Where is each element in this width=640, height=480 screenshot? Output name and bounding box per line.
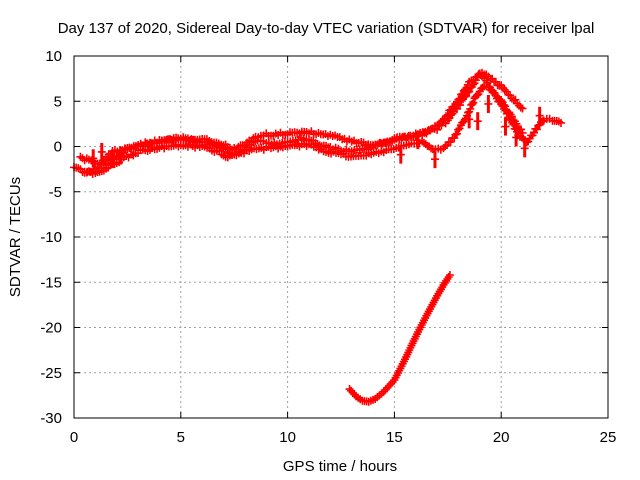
data-point	[441, 142, 450, 151]
data-point	[463, 88, 472, 97]
data-point	[465, 115, 474, 124]
data-point	[507, 94, 516, 103]
data-point	[89, 154, 98, 163]
series-outlier-arc	[345, 271, 454, 406]
grid-lines	[74, 56, 608, 418]
data-point	[108, 155, 117, 164]
axis-ticks: 0 5 10 15 20 25 -30 -25 -20 -15 -10 -5 0 5 10	[40, 48, 616, 446]
data-point	[433, 125, 442, 134]
y-tick-label: -20	[40, 320, 62, 337]
data-point	[456, 101, 465, 110]
data-point	[430, 155, 439, 164]
x-tick-label: 5	[177, 429, 185, 446]
data-point	[500, 85, 509, 94]
data-point	[532, 125, 541, 134]
data-point	[484, 99, 493, 108]
data-point	[473, 117, 482, 126]
data-point	[460, 92, 469, 101]
data-point	[454, 125, 463, 134]
data-point	[511, 95, 520, 104]
data-point	[507, 112, 516, 121]
y-tick-label: 5	[54, 93, 62, 110]
data-point	[468, 100, 477, 109]
y-tick-label: -25	[40, 365, 62, 382]
data-point	[469, 98, 478, 107]
series-upper-branch	[76, 68, 527, 168]
y-tick-label: -5	[49, 184, 62, 201]
data-point	[518, 104, 527, 113]
data-point	[557, 118, 566, 127]
data-point	[501, 102, 510, 111]
data-point	[396, 150, 405, 159]
data-point	[535, 111, 544, 120]
data-point	[517, 125, 526, 134]
data-point	[499, 100, 508, 109]
data-point	[520, 144, 529, 153]
y-tick-label: 0	[54, 139, 62, 156]
x-tick-label: 15	[386, 429, 403, 446]
data-point	[512, 119, 521, 128]
x-tick-label: 10	[279, 429, 296, 446]
data-point	[446, 137, 455, 146]
data-point	[452, 129, 461, 138]
chart-title: Day 137 of 2020, Sidereal Day-to-day VTE…	[58, 20, 595, 37]
data-point	[451, 130, 460, 139]
y-tick-label: -10	[40, 229, 62, 246]
data-point	[492, 91, 501, 100]
y-tick-label: -30	[40, 410, 62, 427]
data-point	[478, 83, 487, 92]
data-point	[465, 87, 474, 96]
data-point	[516, 103, 525, 112]
data-point	[518, 128, 527, 137]
data-point	[512, 133, 521, 142]
data-point	[413, 136, 422, 145]
x-tick-label: 25	[600, 429, 617, 446]
x-axis-label: GPS time / hours	[283, 458, 397, 475]
series-spikes	[89, 94, 544, 169]
data-point	[501, 122, 510, 131]
x-tick-label: 0	[70, 429, 78, 446]
data-point	[445, 271, 454, 280]
data-point	[469, 80, 478, 89]
data-point	[116, 151, 125, 160]
data-point	[97, 147, 106, 156]
x-tick-label: 20	[493, 429, 510, 446]
data-points	[70, 68, 566, 406]
y-tick-label: -15	[40, 274, 62, 291]
y-axis-label: SDTVAR / TECUs	[7, 177, 24, 297]
y-tick-label: 10	[45, 48, 62, 65]
